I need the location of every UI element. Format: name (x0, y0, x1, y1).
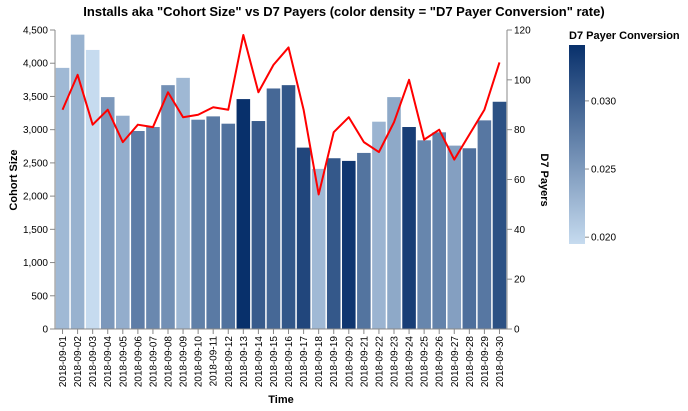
bar-2018-09-05 (116, 115, 130, 329)
y2-tick-label: 100 (514, 75, 531, 86)
bar-2018-09-29 (477, 120, 492, 329)
x-tick-label: 2018-09-15 (269, 336, 280, 388)
x-tick-label: 2018-09-13 (239, 336, 250, 388)
y-tick-label: 0 (42, 325, 48, 336)
x-tick-label: 2018-09-01 (58, 336, 69, 388)
y-tick-label: 500 (31, 291, 48, 302)
y-tick-label: 4,000 (23, 59, 48, 70)
bar-2018-09-30 (492, 101, 507, 329)
x-tick-label: 2018-09-12 (224, 336, 235, 388)
y-tick-label: 2,500 (23, 158, 48, 169)
y2-tick-label: 20 (514, 275, 526, 286)
payers-line (61, 33, 501, 196)
x-tick-label: 2018-09-05 (118, 336, 129, 388)
bar-2018-09-11 (206, 116, 220, 329)
x-tick-label: 2018-09-17 (299, 336, 310, 388)
x-tick-label: 2018-09-11 (209, 336, 220, 387)
bar-2018-09-13 (236, 99, 251, 329)
y-axis-title: Cohort Size (8, 149, 20, 210)
x-tick-label: 2018-09-30 (495, 336, 506, 388)
legend-color-bar (569, 45, 585, 244)
bar-2018-09-09 (176, 77, 190, 329)
y-tick-label: 3,500 (23, 92, 48, 103)
bar-2018-09-20 (342, 160, 356, 329)
y2-tick-label: 0 (514, 325, 520, 336)
y2-axis-title: D7 Payers (538, 153, 550, 206)
bar-2018-09-08 (161, 85, 175, 329)
bar-2018-09-23 (387, 97, 401, 329)
bar-2018-09-22 (372, 121, 386, 330)
bar-2018-09-17 (296, 147, 311, 329)
x-tick-label: 2018-09-26 (435, 336, 446, 388)
y-tick-label: 4,500 (23, 26, 48, 37)
legend-tick-label: 0.030 (591, 96, 616, 107)
y-tick-label: 1,500 (23, 225, 48, 236)
legend-tick-label: 0.025 (591, 165, 616, 176)
x-tick-label: 2018-09-20 (344, 336, 355, 388)
x-tick-label: 2018-09-21 (359, 336, 370, 388)
bar-2018-09-07 (146, 127, 160, 330)
x-tick-label: 2018-09-24 (405, 336, 416, 388)
bar-2018-09-18 (311, 168, 326, 329)
x-tick-label: 2018-09-02 (73, 336, 84, 388)
y-tick-label: 1,000 (23, 258, 48, 269)
y2-tick-label: 40 (514, 225, 526, 236)
bar-2018-09-27 (447, 145, 462, 329)
x-tick-label: 2018-09-09 (179, 336, 190, 388)
x-axis: 2018-09-01 2018-09-02 2018-09-03 2018-09-04… (55, 328, 507, 388)
bar-2018-09-15 (266, 88, 281, 330)
bar-2018-09-21 (357, 152, 371, 329)
bar-2018-09-06 (131, 130, 145, 329)
x-tick-label: 2018-09-07 (148, 336, 159, 388)
x-tick-label: 2018-09-14 (254, 336, 265, 388)
bar-2018-09-04 (100, 97, 115, 329)
x-tick-label: 2018-09-04 (103, 336, 114, 388)
x-tick-label: 2018-09-08 (164, 336, 175, 388)
x-axis-title: Time (268, 394, 293, 406)
x-tick-label: 2018-09-23 (390, 336, 401, 388)
x-tick-label: 2018-09-27 (450, 336, 461, 388)
y-axis-right: 0 20 40 60 80 100 120 (506, 26, 531, 336)
bar-2018-09-26 (432, 132, 446, 329)
bar-2018-09-02 (70, 34, 85, 329)
bar-2018-09-19 (326, 158, 341, 329)
bar-2018-09-10 (191, 119, 205, 329)
y-tick-label: 2,000 (23, 192, 48, 203)
bar-2018-09-03 (85, 49, 100, 329)
x-tick-label: 2018-09-19 (329, 336, 340, 388)
x-tick-label: 2018-09-28 (465, 336, 476, 388)
legend-title: D7 Payer Conversion (569, 30, 680, 42)
bar-2018-09-28 (462, 148, 477, 329)
x-tick-label: 2018-09-29 (480, 336, 491, 388)
y2-tick-label: 120 (514, 26, 531, 37)
x-tick-label: 2018-09-22 (374, 336, 385, 388)
y2-tick-label: 80 (514, 125, 526, 136)
bar-2018-09-25 (417, 140, 431, 329)
chart-title: Installs aka "Cohort Size" vs D7 Payers … (83, 4, 604, 19)
y2-tick-label: 60 (514, 175, 526, 186)
bar-2018-09-24 (402, 127, 416, 330)
x-tick-label: 2018-09-03 (88, 336, 99, 388)
y-axis-left: 0 500 1,000 1,500 2,000 2,500 3,000 3,500 4,000 4… (23, 26, 56, 336)
y-tick-label: 3,000 (23, 125, 48, 136)
bar-2018-09-12 (221, 123, 236, 329)
bar-2018-09-14 (251, 121, 266, 329)
bars-group (55, 34, 507, 330)
x-tick-label: 2018-09-16 (284, 336, 295, 388)
x-tick-label: 2018-09-18 (314, 336, 325, 388)
color-legend: D7 Payer Conversion 0.020 0.025 0.030 (569, 30, 680, 244)
legend-tick-label: 0.020 (591, 233, 616, 244)
bar-2018-09-16 (281, 85, 296, 329)
x-tick-label: 2018-09-06 (133, 336, 144, 388)
x-tick-label: 2018-09-25 (420, 336, 431, 388)
x-tick-label: 2018-09-10 (194, 336, 205, 388)
bar-2018-09-01 (55, 67, 70, 329)
payers-line-group (61, 33, 501, 196)
